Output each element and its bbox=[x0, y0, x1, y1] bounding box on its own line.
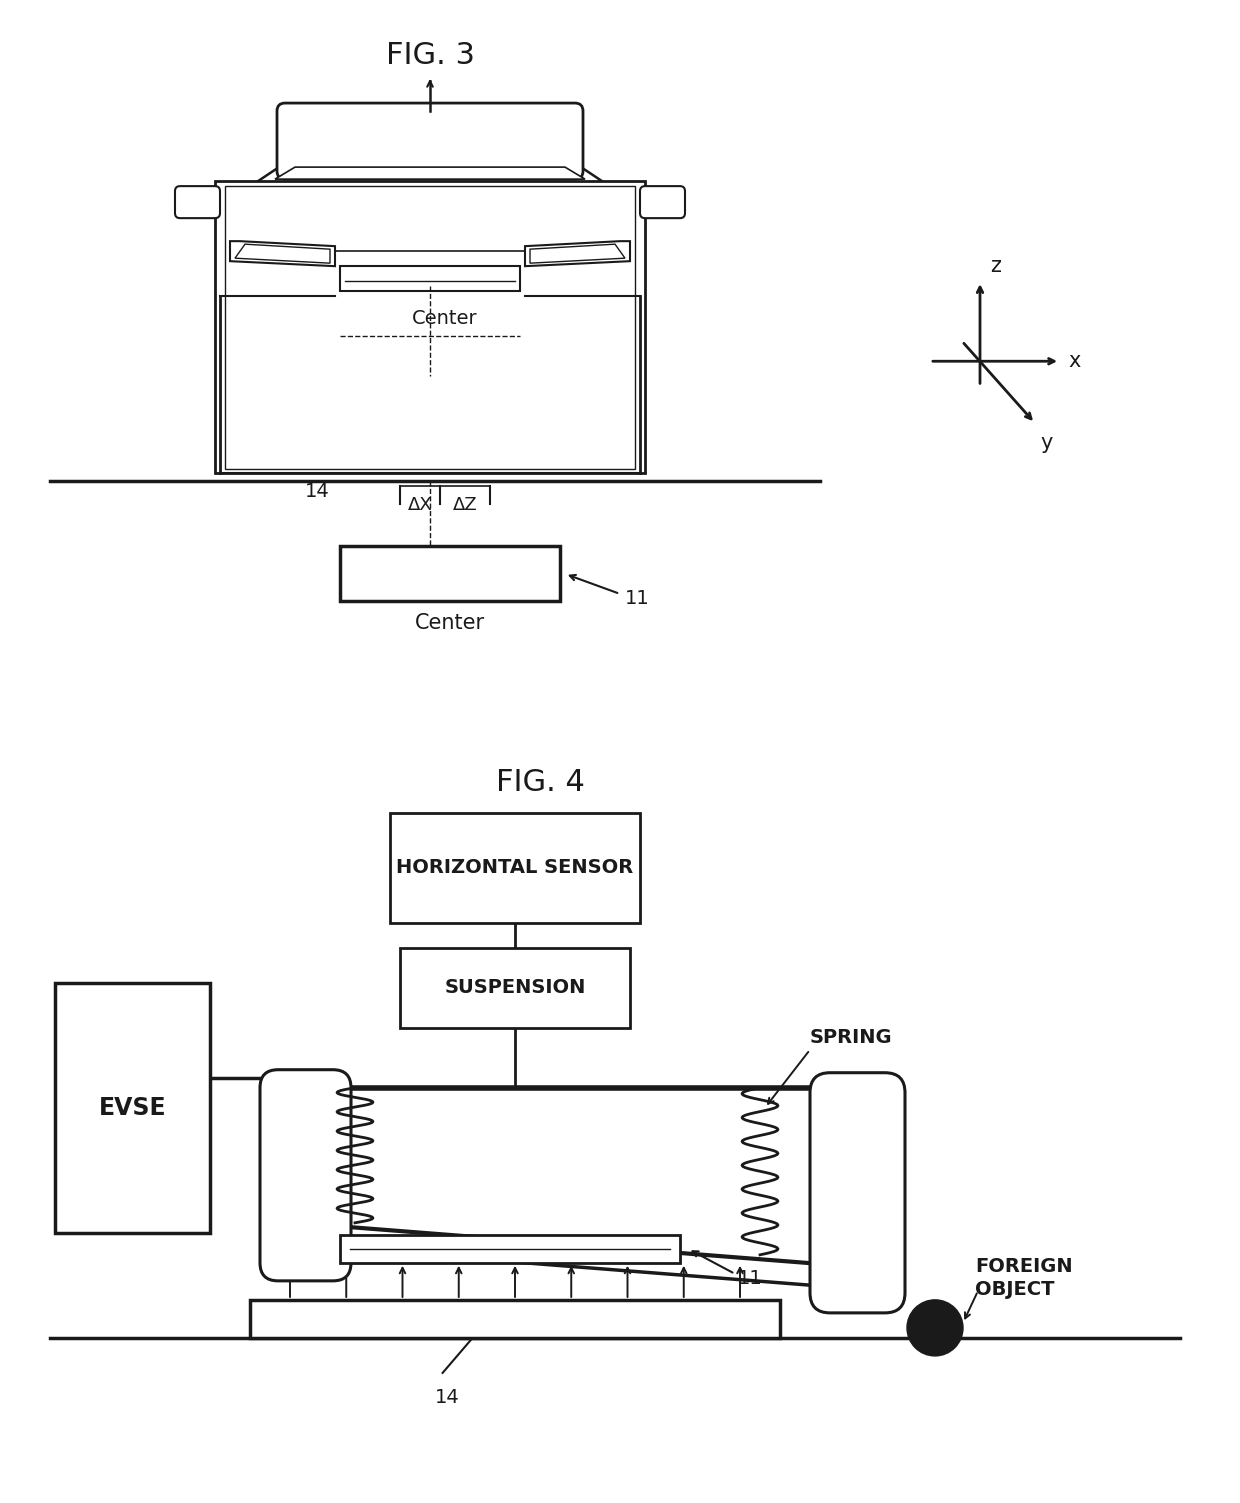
Text: y: y bbox=[1040, 433, 1053, 454]
Text: z: z bbox=[990, 256, 1001, 277]
Text: FOREIGN
OBJECT: FOREIGN OBJECT bbox=[975, 1257, 1073, 1299]
Polygon shape bbox=[525, 240, 630, 266]
Bar bbox=[340, 547, 560, 601]
Text: ΔZ: ΔZ bbox=[453, 496, 477, 514]
Text: x: x bbox=[1068, 352, 1080, 371]
Text: Center: Center bbox=[415, 613, 485, 633]
Polygon shape bbox=[236, 243, 330, 263]
Bar bbox=[340, 1235, 680, 1263]
Text: 14: 14 bbox=[305, 482, 330, 500]
FancyBboxPatch shape bbox=[810, 1073, 905, 1314]
Text: HORIZONTAL SENSOR: HORIZONTAL SENSOR bbox=[397, 858, 634, 878]
Text: ΔX: ΔX bbox=[408, 496, 433, 514]
Bar bbox=[250, 1300, 780, 1338]
FancyBboxPatch shape bbox=[175, 186, 219, 218]
Circle shape bbox=[906, 1300, 963, 1356]
Text: FIG. 4: FIG. 4 bbox=[496, 768, 584, 797]
Polygon shape bbox=[224, 186, 635, 469]
Bar bbox=[401, 947, 630, 1028]
Polygon shape bbox=[340, 266, 520, 292]
Text: 11: 11 bbox=[738, 1270, 763, 1288]
Bar bbox=[391, 813, 640, 923]
Text: FIG. 3: FIG. 3 bbox=[386, 41, 475, 71]
Polygon shape bbox=[229, 240, 335, 266]
Text: 14: 14 bbox=[435, 1387, 460, 1407]
Text: SUSPENSION: SUSPENSION bbox=[444, 978, 585, 996]
FancyBboxPatch shape bbox=[640, 186, 684, 218]
Text: Center: Center bbox=[412, 310, 477, 328]
Polygon shape bbox=[275, 167, 585, 179]
Polygon shape bbox=[255, 164, 605, 183]
Bar bbox=[55, 983, 210, 1232]
Text: SPRING: SPRING bbox=[810, 1028, 893, 1048]
Polygon shape bbox=[215, 182, 645, 473]
Text: EVSE: EVSE bbox=[99, 1096, 166, 1120]
Polygon shape bbox=[529, 243, 625, 263]
FancyBboxPatch shape bbox=[260, 1070, 351, 1281]
FancyBboxPatch shape bbox=[277, 104, 583, 179]
Text: 11: 11 bbox=[625, 589, 650, 609]
